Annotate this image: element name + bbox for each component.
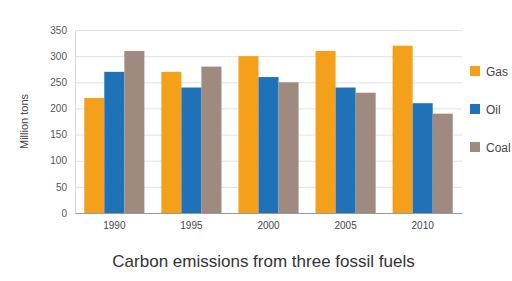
y-tick-label: 250: [50, 77, 67, 88]
y-axis-title: Million tons: [18, 93, 30, 149]
bar: [316, 51, 336, 213]
y-axis: 0 50 100 150 200 250 300 350: [50, 25, 462, 219]
bar: [258, 77, 278, 213]
legend-label: Oil: [486, 103, 501, 117]
grid-line: [75, 213, 462, 214]
y-tick-label: 200: [50, 103, 67, 114]
y-tick-label: 100: [50, 155, 67, 166]
bar: [433, 114, 453, 213]
bar: [124, 51, 144, 213]
y-tick-label: 0: [61, 208, 67, 219]
bar: [201, 67, 221, 213]
bar: [181, 88, 201, 213]
legend-swatch: [470, 142, 480, 152]
x-tick: 1995: [180, 220, 203, 231]
legend-label: Coal: [486, 141, 511, 155]
x-tick-label: 1995: [180, 220, 203, 231]
series: [84, 46, 412, 213]
y-tick-label: 350: [50, 25, 67, 36]
y-axis-line: [75, 31, 76, 214]
legend-swatch: [470, 104, 480, 114]
legend-label: Gas: [486, 65, 508, 79]
bar: [356, 93, 376, 213]
bar: [238, 56, 258, 213]
x-tick: 2000: [257, 220, 280, 231]
bar: [161, 72, 181, 213]
y-tick-label: 300: [50, 51, 67, 62]
y-tick: 350: [50, 25, 462, 36]
chart: 0 50 100 150 200 250 300 350 1990 1995 2000 2005 201…: [0, 0, 512, 281]
x-tick: 1990: [103, 220, 126, 231]
legend: Gas Oil Coal: [470, 65, 511, 155]
bar: [279, 82, 299, 213]
y-tick-label: 50: [56, 182, 68, 193]
x-tick: 2005: [334, 220, 357, 231]
grid-line: [75, 30, 462, 31]
bar: [336, 88, 356, 213]
x-tick: 2010: [412, 220, 435, 231]
x-tick-label: 1990: [103, 220, 126, 231]
bars: [84, 46, 452, 213]
y-tick-label: 150: [50, 129, 67, 140]
series: [104, 72, 432, 213]
bar: [104, 72, 124, 213]
bar: [413, 103, 433, 213]
bar: [84, 98, 104, 213]
plot: 0 50 100 150 200 250 300 350 1990 1995 2000 2005 201…: [50, 25, 462, 231]
series: [124, 51, 452, 213]
legend-swatch: [470, 66, 480, 76]
x-tick-label: 2005: [334, 220, 357, 231]
bar: [393, 46, 413, 213]
x-axis-line: [76, 213, 463, 214]
x-axis: 1990 1995 2000 2005 2010: [76, 214, 463, 232]
x-tick-label: 2000: [257, 220, 280, 231]
chart-title: Carbon emissions from three fossil fuels: [112, 252, 414, 271]
x-tick-label: 2010: [412, 220, 435, 231]
